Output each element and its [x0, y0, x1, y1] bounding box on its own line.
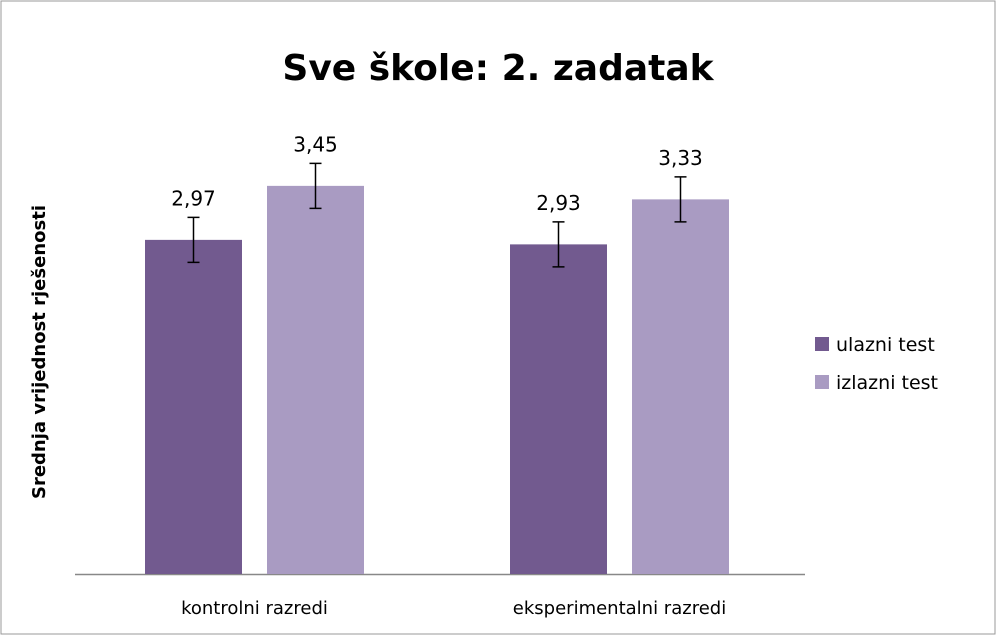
data-label: 2,93 [536, 191, 581, 215]
chart-title: Sve škole: 2. zadatak [282, 48, 714, 89]
legend-label: ulazni test [836, 334, 935, 356]
bar [145, 239, 242, 574]
legend-label: izlazni test [836, 372, 938, 394]
bar [510, 244, 607, 574]
legend-swatch [815, 337, 829, 351]
bar [632, 199, 729, 574]
x-tick-label: kontrolni razredi [181, 598, 328, 619]
data-label: 3,33 [658, 146, 703, 170]
data-label: 2,97 [171, 186, 216, 210]
x-tick-label: eksperimentalni razredi [513, 598, 726, 619]
y-axis-label: Srednja vrijednost rješenosti [29, 205, 50, 499]
legend-swatch [815, 375, 829, 389]
bar [267, 185, 364, 574]
data-label: 3,45 [293, 132, 338, 156]
